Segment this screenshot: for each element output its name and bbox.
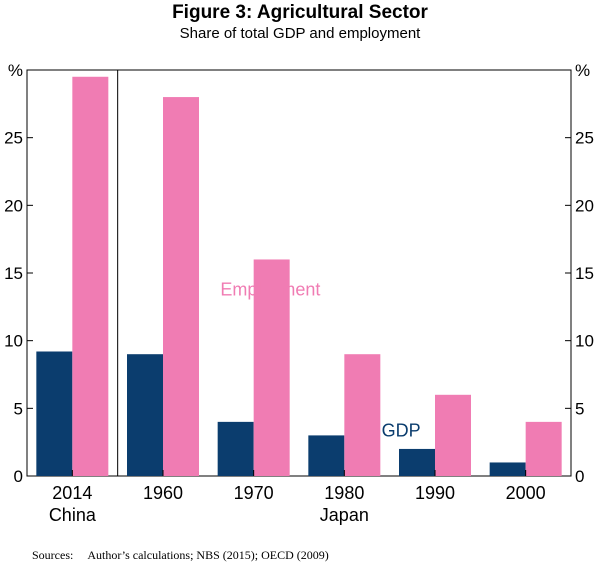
bar-employment-1980	[344, 354, 381, 476]
y-tick-label-left-10: 10	[4, 332, 23, 351]
plot-frame	[26, 69, 572, 477]
bars	[36, 76, 562, 477]
x-axis: 2014 1960 1970 1980 1990 2000 China Japan	[49, 470, 546, 525]
series-label-employment: Employment	[220, 279, 320, 299]
y-axis-right: 0 5 10 15 20 25	[565, 129, 594, 486]
y-axis-label-right: %	[575, 61, 590, 80]
x-tick-label-1960: 1960	[143, 483, 183, 503]
group-label-japan: Japan	[320, 505, 369, 525]
y-tick-label-right-20: 20	[575, 196, 594, 215]
group-label-china: China	[49, 505, 97, 525]
y-tick-label-right-5: 5	[575, 399, 584, 418]
bar-employment-1970	[253, 259, 290, 476]
bar-gdp-1960	[127, 354, 163, 476]
y-tick-label-right-0: 0	[575, 467, 584, 486]
y-tick-label-left-5: 5	[14, 399, 23, 418]
chart-subtitle: Share of total GDP and employment	[179, 25, 421, 42]
series-label-gdp: GDP	[382, 420, 421, 440]
chart-title: Figure 3: Agricultural Sector	[172, 2, 428, 23]
y-axis-label-left: %	[8, 61, 23, 80]
bar-gdp-1980	[308, 435, 345, 476]
y-tick-label-left-0: 0	[14, 467, 23, 486]
y-tick-label-left-20: 20	[4, 196, 23, 215]
plot-border	[26, 69, 572, 477]
bar-gdp-2000	[489, 462, 526, 476]
y-tick-label-left-25: 25	[4, 129, 23, 148]
source-note: Sources: Author’s calculations; NBS (2015…	[32, 548, 329, 563]
y-tick-label-right-10: 10	[575, 332, 594, 351]
bar-employment-2014	[72, 76, 109, 477]
x-tick-label-1970: 1970	[234, 483, 274, 503]
y-tick-label-right-15: 15	[575, 264, 594, 283]
y-axis-left: 0 5 10 15 20 25	[4, 129, 33, 486]
x-tick-label-2014: 2014	[52, 483, 92, 503]
bar-gdp-1990	[399, 448, 435, 476]
bar-employment-1960	[163, 97, 199, 477]
x-tick-label-1980: 1980	[324, 483, 364, 503]
source-label: Sources:	[32, 548, 74, 562]
bar-gdp-1970	[217, 421, 254, 476]
bar-gdp-2014	[36, 351, 73, 476]
y-tick-label-right-25: 25	[575, 129, 594, 148]
bar-employment-2000	[525, 421, 562, 476]
y-tick-label-left-15: 15	[4, 264, 23, 283]
bar-employment-1990	[435, 394, 471, 476]
x-tick-label-1990: 1990	[415, 483, 455, 503]
x-tick-label-2000: 2000	[506, 483, 546, 503]
source-text: Author’s calculations; NBS (2015); OECD …	[87, 548, 329, 562]
